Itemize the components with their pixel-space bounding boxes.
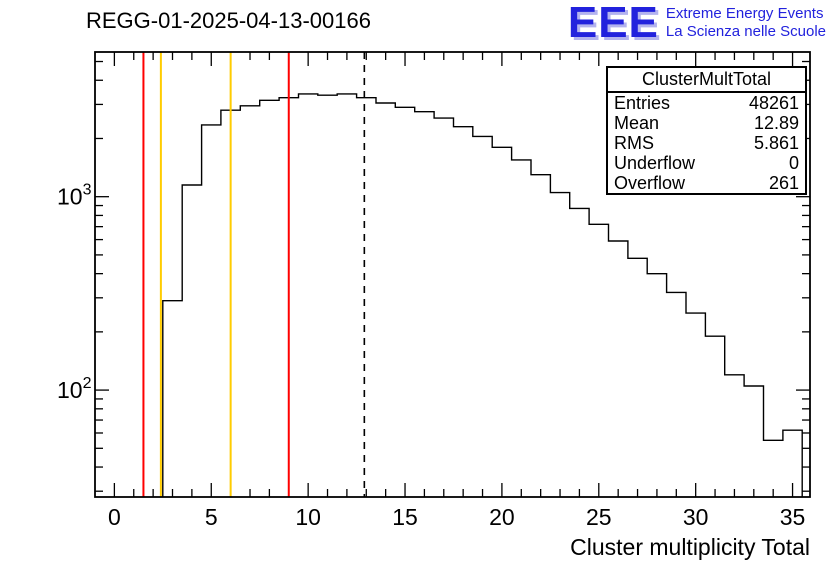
- stats-value: 12.89: [753, 113, 799, 133]
- stats-value: 0: [788, 153, 799, 173]
- x-axis-tick-label: 15: [392, 504, 418, 530]
- x-axis-tick-label: 0: [108, 504, 121, 530]
- logo-text-lines: Extreme Energy Events La Scienza nelle S…: [666, 2, 826, 41]
- logo-line2: La Scienza nelle Scuole: [665, 23, 826, 40]
- y-axis-tick-label: 103: [57, 182, 92, 210]
- stats-row-rms: RMS 5.861: [608, 133, 805, 153]
- stats-title: ClusterMultTotal: [608, 68, 805, 93]
- plot-title: REGG-01-2025-04-13-00166: [86, 8, 371, 33]
- x-axis-tick-label: 5: [205, 504, 218, 530]
- stats-value: 5.861: [753, 133, 799, 153]
- stats-value: 48261: [748, 93, 799, 113]
- stats-box: ClusterMultTotal Entries 48261 Mean 12.8…: [606, 66, 807, 195]
- stats-row-entries: Entries 48261: [608, 93, 805, 113]
- x-axis-tick-label: 20: [489, 504, 515, 530]
- logo-eee-text: EEE: [567, 0, 659, 47]
- stats-value: 261: [768, 173, 799, 193]
- x-axis-tick-label: 10: [295, 504, 321, 530]
- stats-label: RMS: [614, 133, 654, 153]
- stats-row-overflow: Overflow 261: [608, 173, 805, 193]
- stats-label: Underflow: [614, 153, 696, 173]
- stats-row-mean: Mean 12.89: [608, 113, 805, 133]
- x-axis-label: Cluster multiplicity Total: [570, 534, 810, 560]
- logo-line1: Extreme Energy Events: [665, 5, 824, 22]
- x-axis-tick-label: 35: [780, 504, 806, 530]
- stats-row-underflow: Underflow 0: [608, 153, 805, 173]
- histogram-line: [162, 93, 803, 497]
- y-axis-tick-label: 102: [57, 375, 92, 403]
- x-axis-tick-label: 30: [683, 504, 709, 530]
- stats-label: Overflow: [614, 173, 686, 193]
- eee-logo: EEE Extreme Energy Events La Scienza nel…: [567, 0, 826, 47]
- stats-label: Entries: [614, 93, 671, 113]
- plot-frame: [94, 51, 811, 498]
- x-axis-tick-label: 25: [586, 504, 612, 530]
- stats-label: Mean: [614, 113, 660, 133]
